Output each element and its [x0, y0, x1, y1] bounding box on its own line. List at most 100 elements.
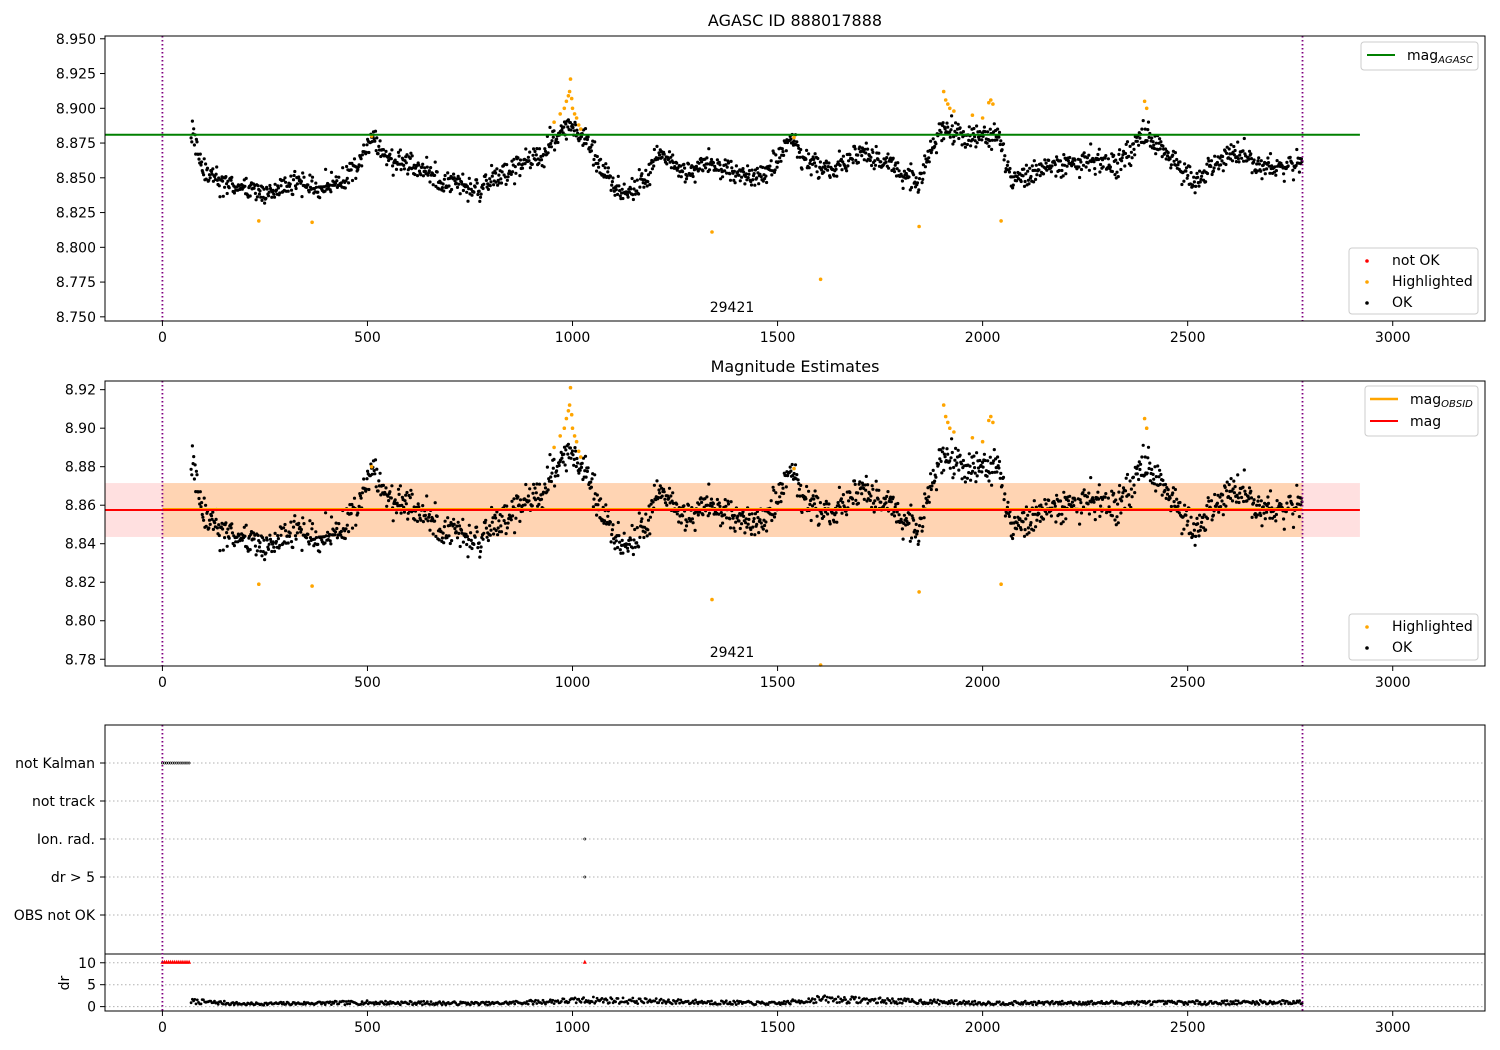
ok-point [421, 174, 425, 178]
legend-box [1348, 247, 1479, 315]
ok-point [726, 502, 731, 506]
dr-point [679, 998, 683, 1002]
ok-point [633, 179, 637, 183]
ok-point [847, 159, 851, 163]
ok-point [697, 502, 701, 506]
dr-point [724, 999, 728, 1003]
ok-point [490, 163, 494, 168]
ok-point [307, 542, 311, 546]
ok-point [826, 165, 830, 169]
ok-point [779, 159, 783, 163]
ok-point [967, 125, 971, 129]
ok-point [1169, 504, 1173, 509]
ok-point [1160, 155, 1164, 159]
ok-point [1045, 168, 1049, 172]
dr-point [1030, 1000, 1033, 1004]
dr-point [1253, 1003, 1257, 1006]
ok-point [616, 174, 620, 178]
ok-point [344, 527, 348, 531]
dr-point [189, 1001, 193, 1005]
ok-point [450, 539, 454, 543]
ok-point [1110, 169, 1114, 174]
ok-point [376, 152, 380, 156]
ok-point [638, 535, 642, 540]
ok-point [1062, 505, 1067, 509]
highlighted-point [569, 412, 574, 417]
ok-point [366, 469, 370, 473]
highlighted-point [917, 590, 921, 594]
dr-point [1231, 1000, 1235, 1004]
ok-point [832, 520, 836, 524]
ok-point [590, 477, 594, 481]
dr-point [487, 1000, 491, 1004]
ok-point [374, 485, 378, 489]
ok-point [852, 144, 857, 148]
ok-point [475, 178, 479, 182]
dr-point [485, 1000, 488, 1004]
ok-point [572, 463, 576, 467]
ok-point [652, 164, 656, 168]
ok-point [288, 182, 292, 186]
ok-point [258, 541, 262, 545]
ok-point [458, 192, 462, 196]
ok-point [505, 526, 509, 530]
ok-point [884, 160, 888, 164]
ok-point [1079, 167, 1084, 172]
dr-point [1235, 1002, 1239, 1006]
ok-point [965, 142, 970, 147]
dr-point [1135, 999, 1139, 1003]
highlighted-point [710, 230, 714, 234]
ok-point [698, 167, 702, 171]
ok-point [854, 158, 858, 162]
ok-point [433, 160, 437, 164]
highlighted-point [568, 385, 573, 390]
dr-point [1196, 999, 1199, 1003]
dr-point [582, 996, 585, 999]
ok-point [484, 526, 488, 530]
dr-point [587, 999, 590, 1003]
ok-point [1026, 526, 1030, 530]
ok-point [778, 156, 782, 160]
dr-point [952, 1002, 956, 1006]
dr-point [963, 1002, 967, 1006]
ok-point [390, 148, 394, 152]
ok-point [955, 461, 959, 465]
ok-point [1257, 495, 1261, 499]
ok-point [675, 512, 679, 516]
ok-point [386, 494, 390, 498]
ok-point [276, 537, 280, 541]
ok-point [350, 502, 354, 507]
ok-point [408, 496, 412, 500]
ok-point [1164, 496, 1168, 500]
ok-point [466, 199, 470, 203]
ok-point [1217, 167, 1221, 171]
ok-point [302, 522, 306, 526]
ok-point [1032, 180, 1036, 184]
ok-point [646, 173, 651, 177]
ok-point [1003, 154, 1007, 158]
legend-label-highlighted: Highlighted [1392, 619, 1473, 635]
dr-point [343, 1003, 347, 1007]
dr-point [899, 997, 903, 1001]
ok-point [1192, 522, 1196, 526]
dr-point [950, 999, 953, 1002]
ok-point [1297, 515, 1301, 519]
ok-point [756, 516, 760, 520]
ok-point [431, 517, 435, 521]
ok-point [1157, 475, 1161, 479]
ok-point [575, 456, 579, 461]
dr-point [620, 1000, 624, 1004]
ok-point [1205, 162, 1209, 166]
dr-point [973, 999, 977, 1003]
ok-point [637, 168, 641, 172]
ok-point [252, 537, 256, 541]
ok-point [523, 503, 527, 507]
ok-point [810, 504, 815, 508]
dr-point [897, 997, 900, 1001]
ok-point [633, 545, 637, 549]
ok-point [599, 157, 603, 161]
ok-point [1223, 149, 1227, 153]
ok-point [475, 530, 479, 534]
ok-point [197, 496, 201, 501]
flag-point [583, 837, 587, 841]
